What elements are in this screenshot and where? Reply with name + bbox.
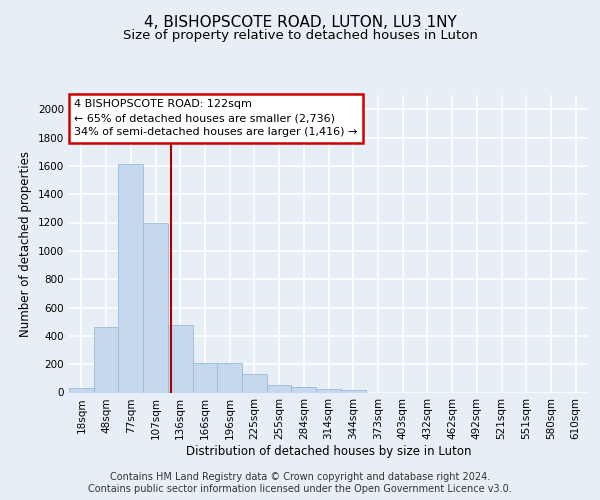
X-axis label: Distribution of detached houses by size in Luton: Distribution of detached houses by size … (186, 445, 471, 458)
Bar (267, 386, 292, 392)
Bar (242, 374, 267, 392)
Bar (292, 387, 316, 392)
Bar (316, 389, 341, 392)
Text: Contains HM Land Registry data © Crown copyright and database right 2024.
Contai: Contains HM Land Registry data © Crown c… (88, 472, 512, 494)
Bar (118, 164, 143, 392)
Bar (217, 363, 242, 392)
Bar (341, 390, 365, 392)
Bar (143, 222, 168, 392)
Bar (94, 328, 118, 392)
Text: 4, BISHOPSCOTE ROAD, LUTON, LU3 1NY: 4, BISHOPSCOTE ROAD, LUTON, LU3 1NY (143, 15, 457, 30)
Bar (69, 388, 94, 392)
Bar (193, 363, 217, 392)
Text: Size of property relative to detached houses in Luton: Size of property relative to detached ho… (122, 30, 478, 43)
Y-axis label: Number of detached properties: Number of detached properties (19, 151, 32, 337)
Text: 4 BISHOPSCOTE ROAD: 122sqm
← 65% of detached houses are smaller (2,736)
34% of s: 4 BISHOPSCOTE ROAD: 122sqm ← 65% of deta… (74, 100, 358, 138)
Bar (168, 324, 193, 392)
